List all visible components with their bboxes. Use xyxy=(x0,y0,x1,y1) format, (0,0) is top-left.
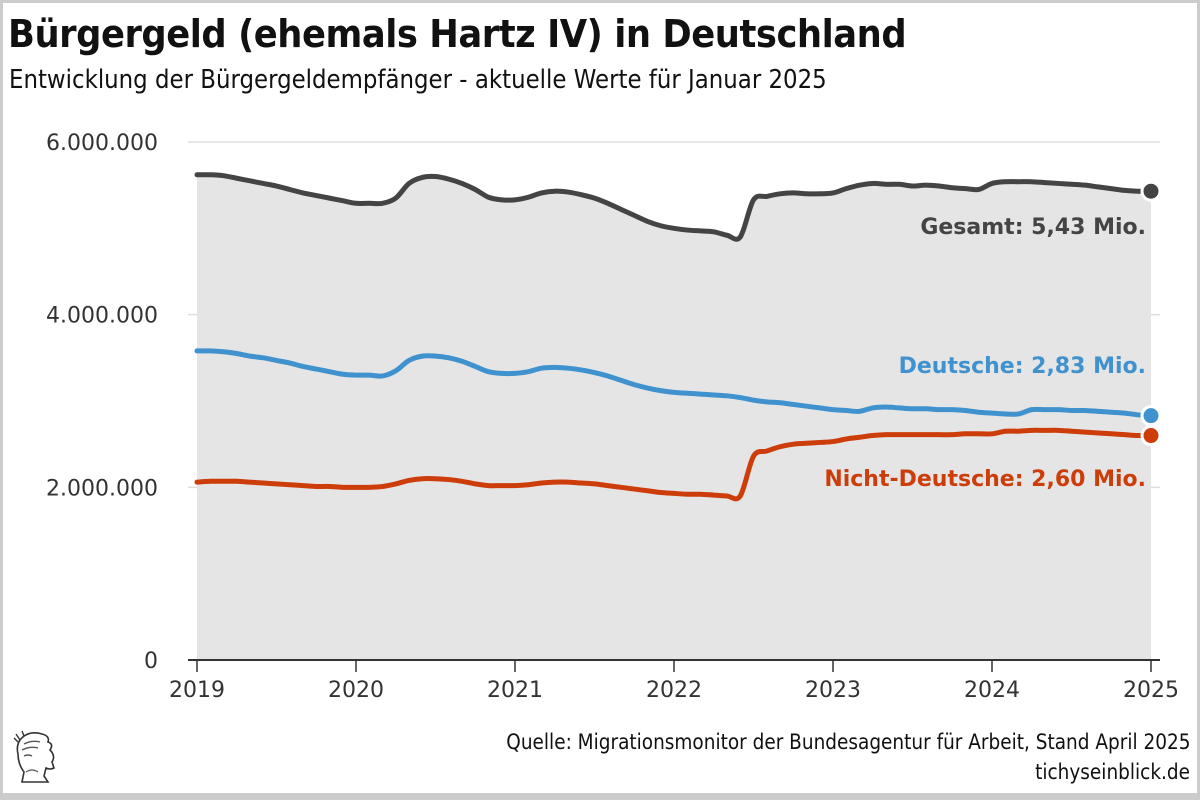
end-label-nicht-deutsche: Nicht-Deutsche: 2,60 Mio. xyxy=(824,467,1146,492)
chart-title: Bürgergeld (ehemals Hartz IV) in Deutsch… xyxy=(8,12,907,56)
end-label-halo-nicht-deutsche: Nicht-Deutsche: 2,60 Mio. xyxy=(824,467,1146,492)
site-credit[interactable]: tichyseinblick.de xyxy=(1035,760,1190,784)
end-point-deutsche xyxy=(1140,405,1162,427)
y-tick-label: 4.000.000 xyxy=(46,304,158,329)
y-tick-label: 6.000.000 xyxy=(46,131,158,156)
end-label-gesamt: Gesamt: 5,43 Mio. xyxy=(920,215,1146,240)
series-line-nicht-deutsche xyxy=(194,427,1154,502)
mercury-head-logo-icon xyxy=(13,730,55,783)
x-tick-label: 2019 xyxy=(169,678,225,703)
end-label-deutsche: Deutsche: 2,83 Mio. xyxy=(899,354,1146,379)
end-point-nicht-deutsche xyxy=(1140,425,1162,447)
x-tick-label: 2021 xyxy=(487,678,543,703)
end-point-gesamt xyxy=(1140,180,1162,202)
x-axis: 2019 2020 2021 2022 2023 2024 2025 xyxy=(169,659,1179,703)
chart-subtitle: Entwicklung der Bürgergeldempfänger - ak… xyxy=(9,65,827,95)
x-tick-label: 2020 xyxy=(328,678,384,703)
area-fill-gesamt xyxy=(197,174,1151,660)
series-line-gesamt xyxy=(194,172,1154,242)
x-tick-label: 2025 xyxy=(1123,678,1179,703)
x-tick-label: 2023 xyxy=(805,678,861,703)
source-note: Quelle: Migrationsmonitor der Bundesagen… xyxy=(505,730,1190,754)
x-tick-label: 2024 xyxy=(964,678,1020,703)
y-tick-label: 2.000.000 xyxy=(46,476,158,501)
series-line-deutsche xyxy=(194,348,1154,419)
series-layer xyxy=(194,172,1162,502)
label-layer: Gesamt: 5,43 Mio.Gesamt: 5,43 Mio.Deutsc… xyxy=(821,212,1149,495)
x-tick-label: 2022 xyxy=(646,678,702,703)
end-label-halo-gesamt: Gesamt: 5,43 Mio. xyxy=(920,215,1146,240)
end-label-halo-deutsche: Deutsche: 2,83 Mio. xyxy=(899,354,1146,379)
y-tick-label: 0 xyxy=(144,649,158,674)
